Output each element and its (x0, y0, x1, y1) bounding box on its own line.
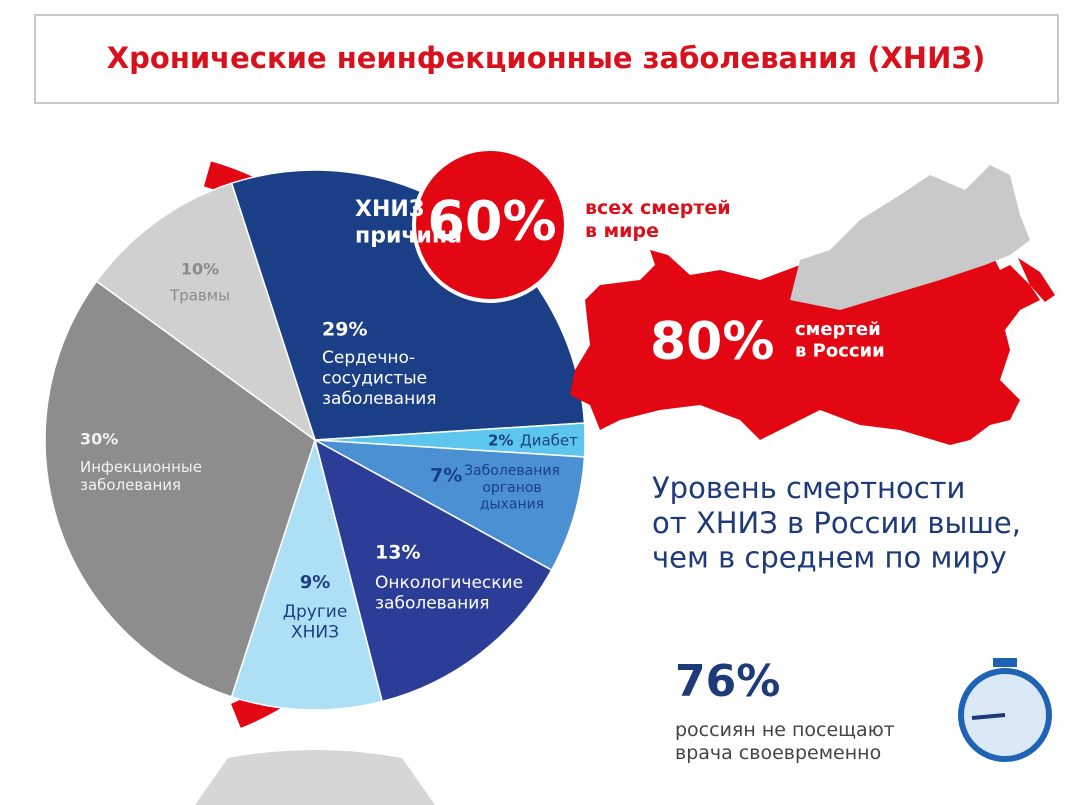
statement: Уровень смертности от ХНИЗ в России выше,… (652, 471, 1021, 575)
callout-figure: 60% (427, 190, 556, 253)
pie-slice (230, 437, 384, 711)
title-box (34, 14, 1059, 104)
map-region (1018, 258, 1055, 302)
callout-text: смертей в России (795, 319, 885, 362)
slice-label: Заболевания органов дыхания (464, 463, 560, 513)
callout-lead: ХНИЗ – причина (355, 197, 462, 248)
value-label: 30% (80, 430, 118, 449)
slice-label: Диабет (520, 432, 578, 450)
callout-circle (412, 147, 568, 303)
stopwatch-hand (971, 713, 1006, 720)
value-label: 29% (322, 319, 367, 341)
value-label: 2% (488, 432, 513, 450)
callout-text: всех смертей в мире (585, 197, 731, 242)
map-region (790, 165, 1030, 310)
slice-label: Другие ХНИЗ (283, 602, 348, 642)
pie-slice (44, 280, 316, 698)
pie-slice (313, 438, 553, 703)
pie: 29% Сердечно-сосудистые заболевания 2% Диабе… (44, 169, 586, 711)
visits-figure: 76% (675, 656, 780, 707)
value-label: 7% (430, 465, 462, 487)
pie-slice (314, 439, 586, 572)
overlay (412, 147, 1055, 762)
pie-slice (95, 182, 317, 442)
callout-figure: 80% (650, 312, 774, 372)
slice-label: Онкологические заболевания (375, 573, 523, 613)
visits-text: россиян не посещают врача своевременно (675, 719, 895, 764)
value-label: 9% (300, 572, 331, 593)
value-label: 13% (375, 542, 420, 564)
stopwatch-button (993, 658, 1017, 667)
pedestal (195, 750, 435, 805)
value-label: 10% (181, 260, 219, 279)
slice-label: Травмы (169, 287, 230, 305)
slice-label: Инфекционные заболевания (80, 458, 202, 494)
slice-label: Сердечно-сосудистые заболевания (322, 348, 437, 409)
chart-title: Хронические неинфекционные заболевания (… (107, 41, 985, 75)
